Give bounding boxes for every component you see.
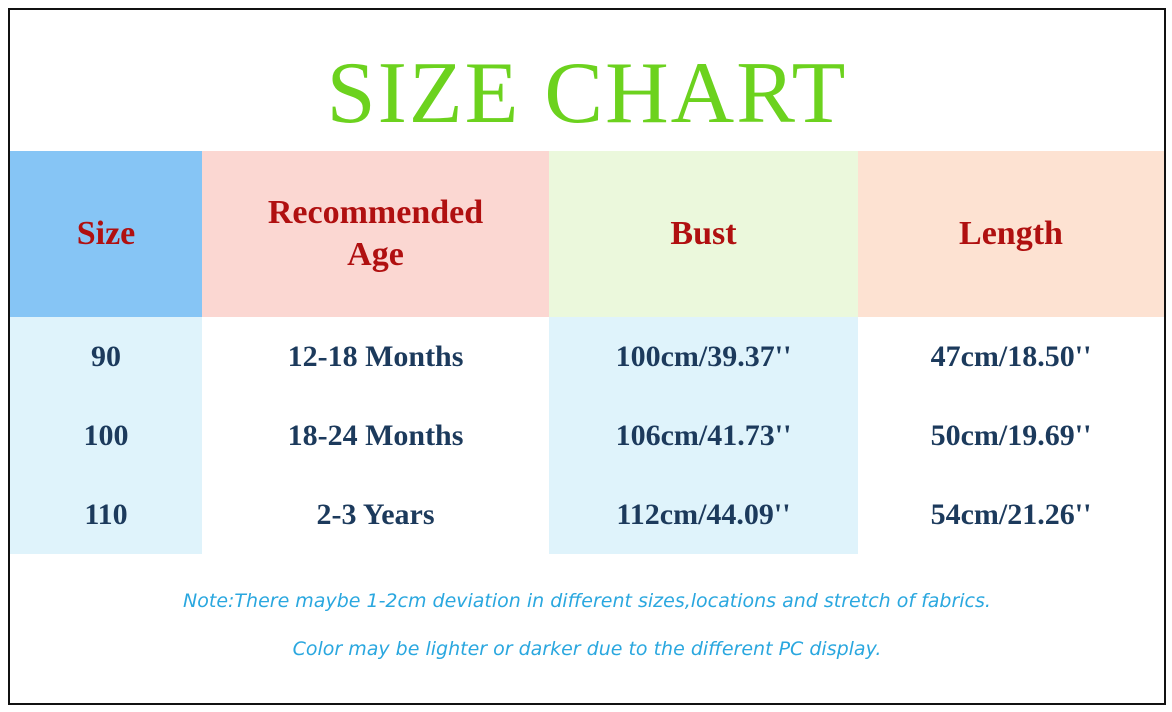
cell-bust: 106cm/41.73'' xyxy=(549,396,858,475)
table-row: 100 18-24 Months 106cm/41.73'' 50cm/19.6… xyxy=(10,396,1164,475)
table-row: 110 2-3 Years 112cm/44.09'' 54cm/21.26'' xyxy=(10,475,1164,554)
cell-size: 110 xyxy=(10,475,202,554)
cell-length: 54cm/21.26'' xyxy=(930,497,1092,531)
cell-length: 47cm/18.50'' xyxy=(930,339,1092,373)
header-size: Size xyxy=(10,151,202,317)
cell-length: 50cm/19.69'' xyxy=(930,418,1092,452)
note-deviation: Note:There maybe 1-2cm deviation in diff… xyxy=(183,590,991,612)
cell-age: 12-18 Months xyxy=(287,339,464,373)
header-row: Size Recommended Age Bust Length xyxy=(10,151,1164,317)
cell-age: 2-3 Years xyxy=(316,497,435,531)
cell-size: 100 xyxy=(10,396,202,475)
note-color: Color may be lighter or darker due to th… xyxy=(292,638,882,660)
size-chart-frame: SIZE CHART Size Recommended Age Bust Len… xyxy=(8,8,1166,705)
size-table: Size Recommended Age Bust Length 90 12-1… xyxy=(10,151,1164,554)
header-bust: Bust xyxy=(549,151,858,317)
cell-bust: 112cm/44.09'' xyxy=(549,475,858,554)
header-age: Recommended Age xyxy=(202,151,549,317)
cell-age: 18-24 Months xyxy=(287,418,464,452)
table-row: 90 12-18 Months 100cm/39.37'' 47cm/18.50… xyxy=(10,317,1164,396)
cell-size: 90 xyxy=(10,317,202,396)
chart-title: SIZE CHART xyxy=(326,45,848,142)
cell-bust: 100cm/39.37'' xyxy=(549,317,858,396)
header-length: Length xyxy=(858,151,1164,317)
